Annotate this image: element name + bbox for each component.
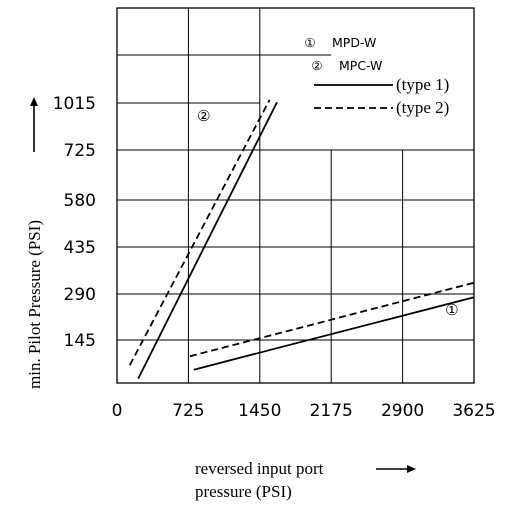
x-tick-label-3: 2175 [310, 401, 353, 421]
legend-marker-1: ② [311, 58, 322, 73]
x-axis-arrow [376, 465, 416, 473]
series-line-1 [129, 99, 271, 366]
series-marker-0: ② [197, 107, 210, 125]
y-tick-label-1: 290 [64, 285, 96, 305]
legend-style-label-0: (type 1) [396, 75, 449, 94]
series-line-2 [193, 296, 475, 371]
x-tick-label-5: 3625 [452, 401, 495, 421]
x-axis-title-line-2: pressure (PSI) [195, 482, 292, 501]
y-axis-arrow [30, 97, 38, 152]
y-tick-label-0: 145 [64, 331, 96, 351]
series-markers: ②① [197, 107, 459, 319]
legend-marker-0: ① [304, 35, 315, 50]
series-marker-1: ① [445, 301, 458, 319]
y-tick-label-3: 580 [64, 191, 96, 211]
y-axis-title: min. Pilot Pressure (PSI) [25, 220, 44, 389]
legend-style-label-1: (type 2) [396, 98, 449, 117]
grid-layer [116, 7, 475, 384]
plot-frame [116, 7, 475, 384]
legend-label-0: MPD-W [332, 35, 376, 50]
series-layer [129, 99, 475, 380]
x-tick-label-4: 2900 [381, 401, 424, 421]
legend: ① MPD-W ② MPC-W (type 1) (type 2) [304, 35, 449, 117]
y-tick-label-2: 435 [64, 238, 96, 258]
y-tick-label-4: 725 [64, 141, 96, 161]
series-line-3 [189, 281, 475, 358]
x-axis-title-line-1: reversed input port [195, 459, 324, 478]
series-line-0 [137, 101, 278, 380]
x-tick-label-2: 1450 [238, 401, 281, 421]
x-tick-label-1: 725 [172, 401, 204, 421]
x-tick-label-0: 0 [112, 401, 123, 421]
legend-label-1: MPC-W [339, 58, 382, 73]
y-tick-label-5: 1015 [53, 94, 96, 114]
tick-labels: 0 725 1450 2175 2900 3625 145 290 435 580 725 1015 [53, 94, 496, 421]
